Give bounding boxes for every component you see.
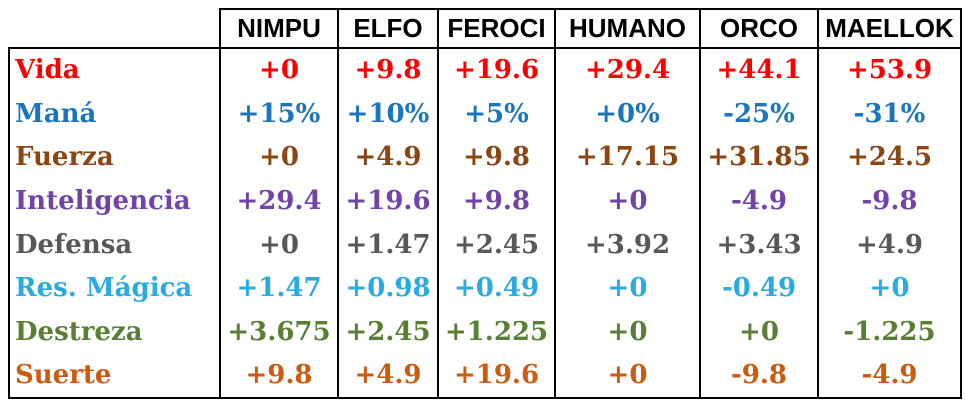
table-row: Destreza +3.675 +2.45 +1.225 +0 +0 -1.225 [8, 310, 962, 354]
row-label: Defensa [8, 222, 221, 267]
value-cell: +4.9 [817, 222, 962, 267]
value-cell: +17.15 [554, 135, 701, 180]
table-row: Vida +0 +9.8 +19.6 +29.4 +44.1 +53.9 [8, 47, 962, 92]
value-cell: +0 [554, 266, 701, 311]
table-row: Maná +15% +10% +5% +0% -25% -31% [8, 91, 962, 136]
header-row: NIMPU ELFO FEROCI HUMANO ORCO MAELLOK [9, 8, 962, 49]
value-cell: -9.8 [817, 179, 962, 223]
value-cell: -31% [817, 91, 962, 136]
value-cell: +9.8 [437, 135, 556, 180]
corner-blank-cell [9, 9, 220, 48]
value-cell: +4.9 [337, 353, 439, 399]
value-cell: +0 [554, 179, 701, 223]
value-cell: -25% [699, 91, 819, 136]
value-cell: -4.9 [699, 179, 819, 223]
value-cell: +3.675 [219, 310, 339, 354]
value-cell: +0.98 [337, 266, 439, 311]
value-cell: +10% [337, 91, 439, 136]
value-cell: +1.47 [219, 266, 339, 311]
value-cell: +31.85 [699, 135, 819, 180]
stats-table: NIMPU ELFO FEROCI HUMANO ORCO MAELLOK Vi… [8, 8, 962, 399]
value-cell: +2.45 [437, 222, 556, 267]
row-label: Vida [8, 47, 221, 92]
value-cell: +9.8 [337, 47, 439, 92]
value-cell: +44.1 [699, 47, 819, 92]
value-cell: +4.9 [337, 135, 439, 180]
stats-table-body: Vida +0 +9.8 +19.6 +29.4 +44.1 +53.9 Maná +15% +1… [8, 47, 962, 399]
value-cell: +0 [817, 266, 962, 311]
value-cell: +19.6 [337, 179, 439, 223]
column-header-humano: HUMANO [554, 8, 701, 49]
value-cell: +2.45 [337, 310, 439, 354]
value-cell: +0 [219, 47, 339, 92]
value-cell: -0.49 [699, 266, 819, 311]
value-cell: +3.43 [699, 222, 819, 267]
row-label: Destreza [8, 310, 221, 354]
value-cell: +9.8 [437, 179, 556, 223]
value-cell: +29.4 [554, 47, 701, 92]
value-cell: +29.4 [219, 179, 339, 223]
value-cell: +24.5 [817, 135, 962, 180]
row-label: Inteligencia [8, 179, 221, 223]
value-cell: +0 [219, 222, 339, 267]
value-cell: +1.225 [437, 310, 556, 354]
row-label: Fuerza [8, 135, 221, 180]
column-header-orco: ORCO [699, 8, 819, 49]
value-cell: +9.8 [219, 353, 339, 399]
value-cell: -4.9 [817, 353, 962, 399]
column-header-nimpu: NIMPU [219, 8, 339, 49]
table-row: Suerte +9.8 +4.9 +19.6 +0 -9.8 -4.9 [8, 353, 962, 399]
row-label: Res. Mágica [8, 266, 221, 311]
value-cell: -9.8 [699, 353, 819, 399]
value-cell: +53.9 [817, 47, 962, 92]
table-row: Defensa +0 +1.47 +2.45 +3.92 +3.43 +4.9 [8, 222, 962, 267]
row-label: Suerte [8, 353, 221, 399]
value-cell: +0 [699, 310, 819, 354]
value-cell: +19.6 [437, 47, 556, 92]
value-cell: +0 [554, 353, 701, 399]
value-cell: +15% [219, 91, 339, 136]
value-cell: +3.92 [554, 222, 701, 267]
value-cell: +0% [554, 91, 701, 136]
column-header-maellok: MAELLOK [817, 8, 962, 49]
value-cell: +19.6 [437, 353, 556, 399]
table-row: Res. Mágica +1.47 +0.98 +0.49 +0 -0.49 +0 [8, 266, 962, 311]
column-header-elfo: ELFO [337, 8, 439, 49]
value-cell: +1.47 [337, 222, 439, 267]
value-cell: +5% [437, 91, 556, 136]
value-cell: -1.225 [817, 310, 962, 354]
value-cell: +0 [554, 310, 701, 354]
table-row: Inteligencia +29.4 +19.6 +9.8 +0 -4.9 -9.8 [8, 179, 962, 223]
value-cell: +0 [219, 135, 339, 180]
row-label: Maná [8, 91, 221, 136]
value-cell: +0.49 [437, 266, 556, 311]
column-header-feroci: FEROCI [437, 8, 556, 49]
table-row: Fuerza +0 +4.9 +9.8 +17.15 +31.85 +24.5 [8, 135, 962, 180]
